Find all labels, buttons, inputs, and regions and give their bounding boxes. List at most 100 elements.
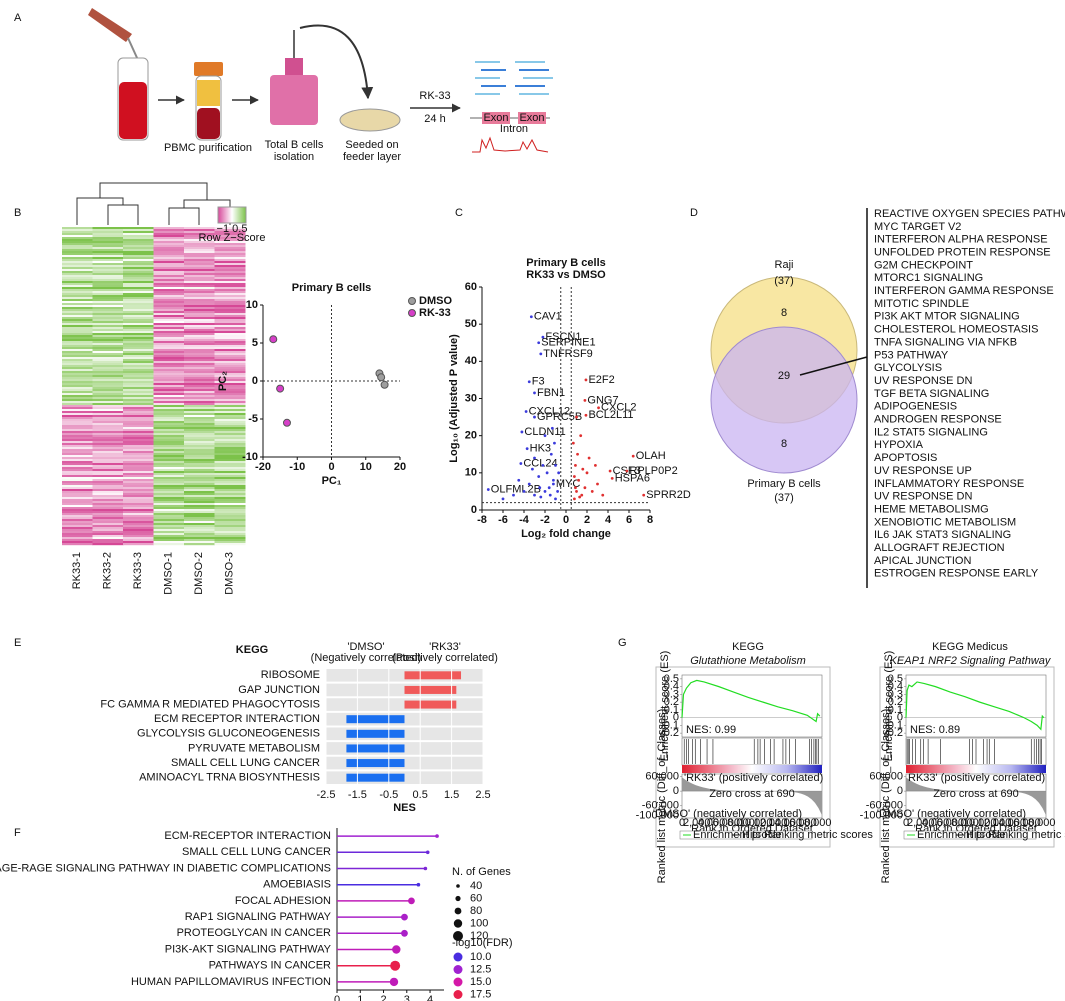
heatmap-cell xyxy=(153,259,185,262)
heatmap-cell xyxy=(123,359,154,362)
heatmap-cell xyxy=(92,329,124,332)
zero-cross-label: Zero cross at 690 xyxy=(933,788,1019,800)
heatmap-cell xyxy=(62,485,93,488)
heatmap-cell xyxy=(153,323,185,326)
heatmap-cell xyxy=(184,363,215,366)
heatmap-cell xyxy=(153,519,185,522)
heatmap-cell xyxy=(123,273,154,276)
heatmap-cell xyxy=(153,539,185,542)
heatmap-cell xyxy=(123,315,154,318)
heatmap-cell xyxy=(153,237,185,240)
point xyxy=(575,415,578,419)
heatmap-cell xyxy=(62,499,93,502)
heatmap-cell xyxy=(184,247,215,250)
point-label: CXCL12 xyxy=(529,405,571,417)
category-label: GLYCOLYSIS GLUCONEOGENESIS xyxy=(137,728,320,740)
heatmap-cell xyxy=(153,361,185,364)
heatmap-cell xyxy=(123,527,154,530)
heatmap-cell xyxy=(153,313,185,316)
x-tick-label: 8,000 xyxy=(951,817,979,829)
heatmap-cell xyxy=(214,323,246,326)
heatmap-cell xyxy=(153,525,185,528)
y-tick-label: 30 xyxy=(465,392,477,404)
point xyxy=(550,426,554,430)
heatmap-cell xyxy=(214,335,246,338)
category-label: FC GAMMA R MEDIATED PHAGOCYTOSIS xyxy=(100,698,320,710)
y-tick-label: 20 xyxy=(465,430,477,442)
heatmap-cell xyxy=(153,437,185,440)
heatmap-cell xyxy=(62,541,93,544)
color-legend-marker xyxy=(453,977,463,987)
heatmap-cell xyxy=(214,299,246,302)
heatmap-cell xyxy=(92,523,124,526)
heatmap-cell xyxy=(62,433,93,436)
treatment-label: RK-33 xyxy=(419,90,450,102)
heatmap-cell xyxy=(153,467,185,470)
heatmap-cell xyxy=(62,377,93,380)
heatmap-cell xyxy=(62,529,93,532)
heatmap-cell xyxy=(62,303,93,306)
arrow xyxy=(299,24,374,100)
legend-label: 17.5 xyxy=(470,988,491,1000)
heatmap-cell xyxy=(184,443,215,446)
heatmap-cell xyxy=(92,527,124,530)
heatmap-cell xyxy=(62,299,93,302)
y-axis-label: Log₁₀ (Adjusted P value) xyxy=(448,334,460,463)
heatmap-cell xyxy=(153,529,185,532)
heatmap-cell xyxy=(123,521,154,524)
heatmap-cell xyxy=(92,489,124,492)
heatmap-cell xyxy=(153,431,185,434)
heatmap-cell xyxy=(92,481,124,484)
heatmap-cell xyxy=(92,369,124,372)
heatmap-cell xyxy=(153,427,185,430)
heatmap-cell xyxy=(123,261,154,264)
heatmap-cell xyxy=(123,229,154,232)
heatmap-cell xyxy=(92,467,124,470)
legend-label: Hits xyxy=(966,829,985,841)
pathway-name: CHOLESTEROL HOMEOSTASIS xyxy=(874,324,1038,336)
bar xyxy=(404,671,462,680)
heatmap-cell xyxy=(123,345,154,348)
heatmap-cell xyxy=(214,531,246,534)
heatmap-cell xyxy=(62,359,93,362)
set-name: Raji xyxy=(775,259,794,271)
heatmap-cell xyxy=(184,251,215,254)
heatmap-cell xyxy=(214,457,246,460)
point-label: RPLP0P2 xyxy=(629,465,677,477)
heatmap-cell xyxy=(184,487,215,490)
heatmap-cell xyxy=(214,257,246,260)
point-label: OLFML2B xyxy=(491,483,541,495)
x-tick-label: -1.5 xyxy=(348,789,367,801)
heatmap-cell xyxy=(62,517,93,520)
chart-title: Primary B cells xyxy=(292,282,372,294)
heatmap-cell xyxy=(214,541,246,544)
heatmap-cell xyxy=(123,469,154,472)
x-tick-label: 20 xyxy=(394,461,406,473)
heatmap-cell xyxy=(214,421,246,424)
heatmap-cell xyxy=(153,369,185,372)
heatmap-cell xyxy=(214,523,246,526)
heatmap-cell xyxy=(214,313,246,316)
x-tick-label: 2.5 xyxy=(475,789,490,801)
heatmap-cell xyxy=(184,535,215,538)
heatmap-cell xyxy=(214,543,246,546)
bar xyxy=(404,685,457,694)
group-label: 'RK33' xyxy=(429,641,461,653)
bar xyxy=(346,759,405,768)
x-tick-label: 2,000 xyxy=(683,817,711,829)
legend-frame xyxy=(679,830,813,840)
heatmap-cell xyxy=(62,255,93,258)
heatmap-cell xyxy=(123,371,154,374)
heatmap-cell xyxy=(62,445,93,448)
chart-subtitle: Glutathione Metabolism xyxy=(690,655,806,667)
heatmap-cell xyxy=(62,471,93,474)
heatmap-cell xyxy=(214,231,246,234)
heatmap-cell xyxy=(62,241,93,244)
heatmap-cell xyxy=(153,243,185,246)
heatmap-cell xyxy=(92,409,124,412)
heatmap-cell xyxy=(123,497,154,500)
x-tick-label: -20 xyxy=(255,461,271,473)
heatmap-cell xyxy=(92,505,124,508)
heatmap-cell xyxy=(123,397,154,400)
heatmap-cell xyxy=(92,403,124,406)
